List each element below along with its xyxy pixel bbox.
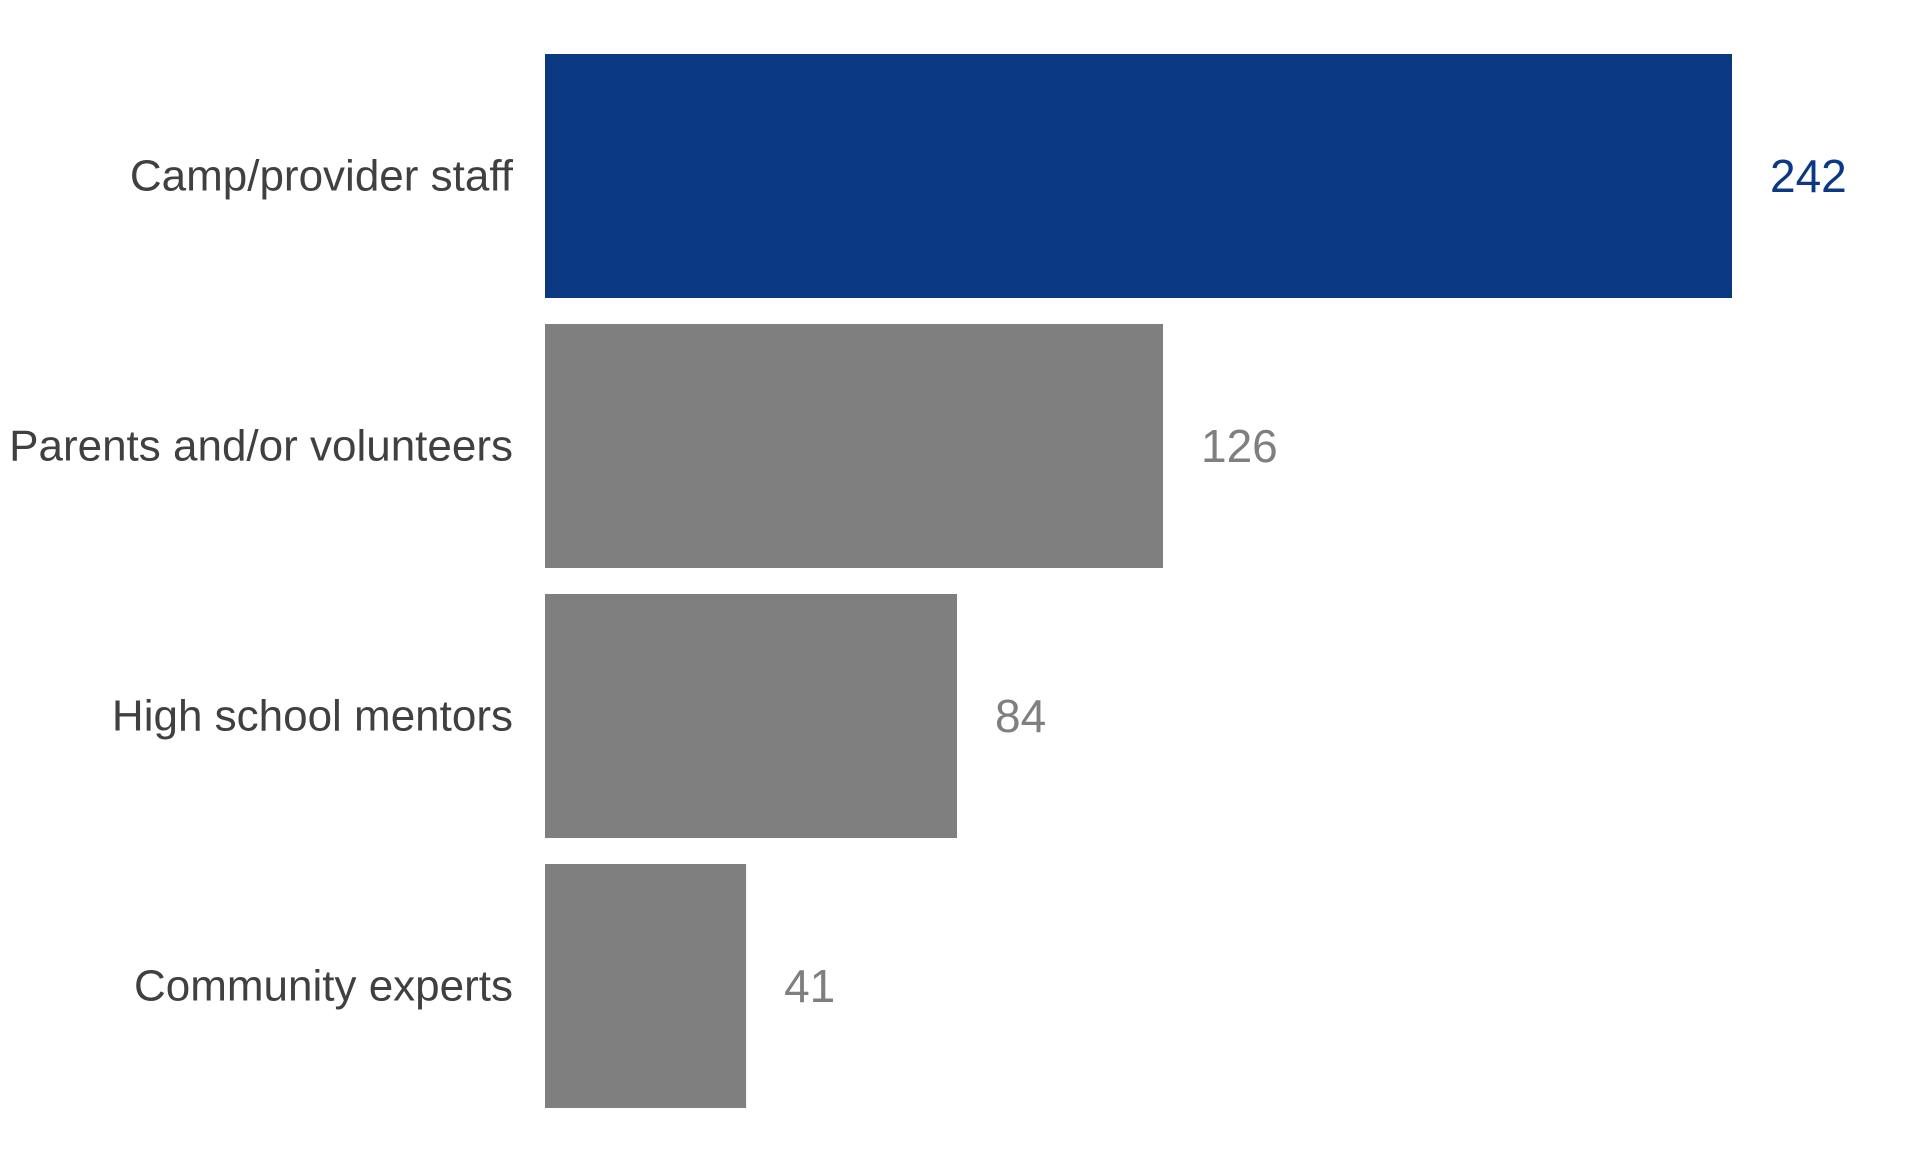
bar-community-experts (545, 864, 747, 1108)
bar-camp-provider-staff (545, 54, 1732, 298)
bar-parents-and-or-volunteers (545, 324, 1164, 568)
value-label-high-school-mentors: 84 (995, 690, 1046, 742)
category-label-camp-provider-staff: Camp/provider staff (130, 152, 514, 201)
value-label-parents-and-or-volunteers: 126 (1201, 420, 1278, 472)
value-label-community-experts: 41 (784, 960, 835, 1012)
category-label-parents-and-or-volunteers: Parents and/or volunteers (9, 422, 513, 471)
value-label-camp-provider-staff: 242 (1770, 150, 1847, 202)
category-label-high-school-mentors: High school mentors (112, 692, 513, 741)
bar-high-school-mentors (545, 594, 958, 838)
category-label-community-experts: Community experts (134, 962, 513, 1011)
